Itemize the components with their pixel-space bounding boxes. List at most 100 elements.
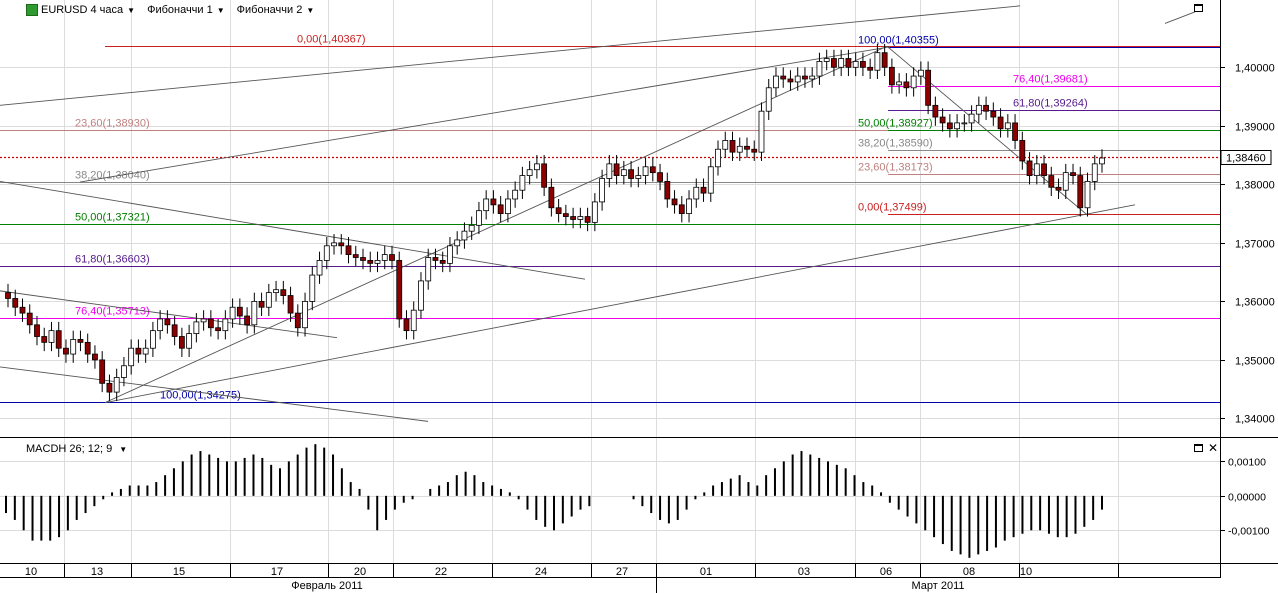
candle-body xyxy=(831,58,837,68)
candle-body xyxy=(925,69,932,106)
candle-body xyxy=(613,163,620,176)
candle-body xyxy=(106,382,113,393)
fibonacci-1-selector[interactable]: Фибоначчи 1 ▼ xyxy=(147,4,225,16)
candle-body xyxy=(135,347,142,355)
x-tick-label: 10 xyxy=(25,566,37,578)
candle-body xyxy=(707,166,714,194)
candle-body xyxy=(410,309,417,332)
x-tick-label: 24 xyxy=(535,566,547,578)
macd-tick-label: 0,00100 xyxy=(1228,457,1266,469)
dropdown-arrow-icon: ▼ xyxy=(216,5,225,15)
candle-body xyxy=(570,216,577,220)
candle-body xyxy=(439,260,446,264)
fib1-level-label: 100,00(1,34275) xyxy=(160,390,241,402)
candle-body xyxy=(323,245,330,261)
trend-line xyxy=(79,46,891,183)
candle-body xyxy=(686,198,692,215)
candle-body xyxy=(389,254,395,261)
macd-close-icon[interactable]: ✕ xyxy=(1208,441,1219,455)
candle-body xyxy=(548,186,555,209)
fib2-level-label: 76,40(1,39681) xyxy=(1013,74,1088,86)
candle-body xyxy=(1062,172,1069,191)
candle-body xyxy=(584,216,591,223)
fibonacci-2-levels: 100,00(1,40355) 76,40(1,39681) 61,80(1,392… xyxy=(0,35,1220,215)
candle-body xyxy=(287,295,294,314)
candle-body xyxy=(541,163,548,188)
candle-body xyxy=(787,78,794,83)
candle-body xyxy=(193,321,200,334)
candle-body xyxy=(1055,186,1062,191)
candle-body xyxy=(794,75,801,83)
current-price-badge xyxy=(1220,150,1272,165)
candle-body xyxy=(852,61,859,68)
candle-body xyxy=(657,172,663,182)
current-price-label: 1,38460 xyxy=(1226,153,1266,165)
candle-body xyxy=(562,213,569,217)
x-tick-label: 15 xyxy=(173,566,185,578)
candle-body xyxy=(280,289,287,296)
x-tick-label: 08 xyxy=(963,566,975,578)
candle-body xyxy=(113,377,120,393)
fib1-level-label: 38,20(1,38040) xyxy=(75,170,150,182)
candle-body xyxy=(121,365,127,378)
candle-body xyxy=(968,113,975,124)
candle-body xyxy=(171,324,178,337)
candle-body xyxy=(606,163,613,179)
candle-body xyxy=(700,186,707,194)
candle-body xyxy=(1048,175,1055,188)
macd-tick-label: -0,00100 xyxy=(1228,526,1270,538)
candle-body xyxy=(447,245,453,264)
candle-body xyxy=(309,274,316,302)
candle-body xyxy=(860,61,866,68)
chart-icon xyxy=(26,4,38,16)
fibonacci-2-selector[interactable]: Фибоначчи 2 ▼ xyxy=(237,4,315,16)
chart-header: EURUSD 4 часа ▼ Фибоначчи 1 ▼ Фибоначчи … xyxy=(26,3,326,17)
candle-body xyxy=(273,289,279,294)
maximize-button[interactable] xyxy=(1194,4,1203,12)
candle-body xyxy=(215,327,222,332)
candle-body xyxy=(555,207,562,215)
dropdown-arrow-icon: ▼ xyxy=(119,445,128,454)
candle-body xyxy=(809,75,816,80)
candle-body xyxy=(92,353,98,361)
candle-body xyxy=(258,300,265,308)
fibonacci-1-label: Фибоначчи 1 xyxy=(147,4,213,16)
candle-body xyxy=(48,330,55,343)
candle-body xyxy=(200,318,207,323)
symbol-label: EURUSD 4 часа xyxy=(41,4,124,16)
candle-body xyxy=(642,166,649,176)
candle-body xyxy=(961,122,968,125)
fib2-level-label: 23,60(1,38173) xyxy=(858,162,933,174)
macd-selector[interactable]: MACDH 26; 12; 9 ▼ xyxy=(26,443,127,455)
candle-body xyxy=(736,145,743,153)
candle-body xyxy=(946,122,953,130)
candle-body xyxy=(425,257,432,282)
candle-body xyxy=(519,175,526,191)
candle-body xyxy=(244,315,250,326)
candle-body xyxy=(990,110,997,118)
candle-body xyxy=(374,260,381,264)
fibonacci-2-label: Фибоначчи 2 xyxy=(236,4,303,16)
candle-body xyxy=(896,81,903,86)
candle-body xyxy=(845,58,852,68)
candle-body xyxy=(302,300,308,329)
candle-body xyxy=(505,198,511,215)
fib1-level-label: 23,60(1,38930) xyxy=(75,118,150,130)
fib2-level-label: 38,20(1,38590) xyxy=(858,138,933,150)
candle-body xyxy=(418,280,424,311)
y-tick-label: 1,40000 xyxy=(1235,63,1275,75)
fib2-level-label: 0,00(1,37499) xyxy=(858,202,927,214)
candle-body xyxy=(888,66,895,86)
candle-body xyxy=(577,216,584,220)
month-label: Февраль 2011 xyxy=(291,580,362,592)
candle-body xyxy=(164,318,171,326)
candle-body xyxy=(19,306,26,314)
macd-maximize-button[interactable] xyxy=(1194,444,1203,452)
candle-body xyxy=(70,339,77,355)
symbol-selector[interactable]: EURUSD 4 часа ▼ xyxy=(26,4,135,16)
candle-body xyxy=(1019,140,1026,162)
x-tick-label: 17 xyxy=(271,566,283,578)
candle-body xyxy=(497,204,504,215)
